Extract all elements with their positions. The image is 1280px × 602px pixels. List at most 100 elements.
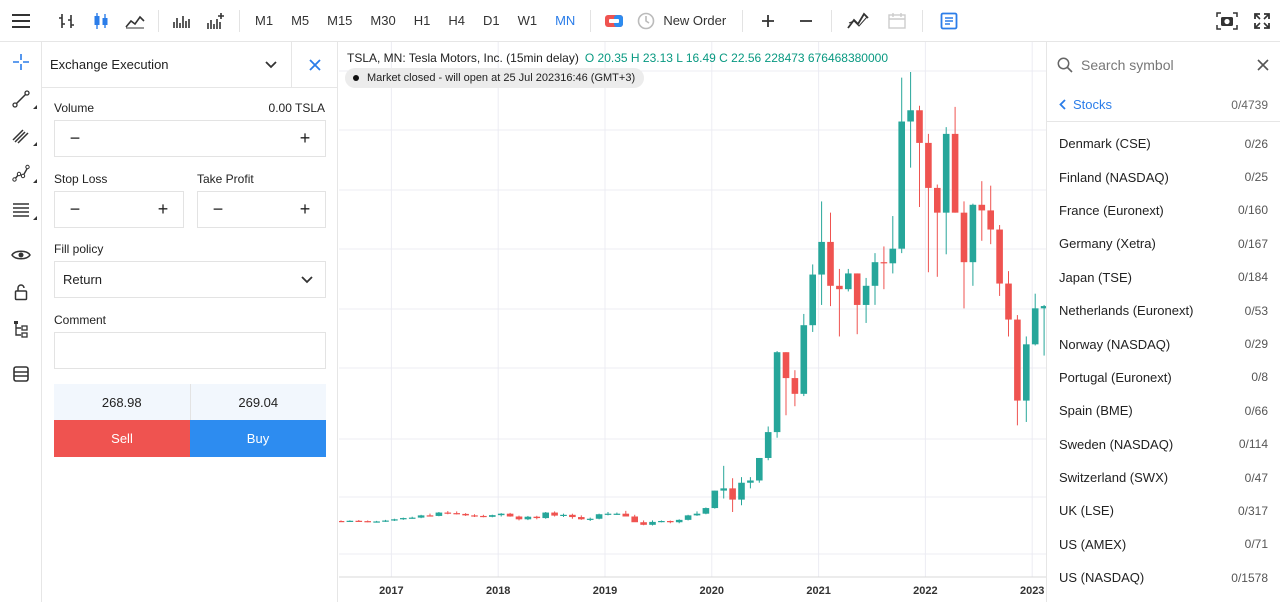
symbol-group-item[interactable]: Norway (NASDAQ) 0/29 — [1047, 327, 1280, 360]
stop-loss-increase-button[interactable]: + — [157, 199, 169, 219]
candle-body — [417, 515, 425, 518]
close-panel-button[interactable] — [291, 41, 337, 88]
symbol-group-count: 0/1578 — [1231, 570, 1268, 585]
candle-body — [622, 513, 630, 517]
timeframe-d1[interactable]: D1 — [482, 13, 500, 28]
indicators-icon[interactable] — [199, 0, 233, 42]
journal-icon[interactable] — [929, 0, 969, 42]
symbol-group-item[interactable]: US (AMEX) 0/71 — [1047, 528, 1280, 561]
back-to-categories-link[interactable]: Stocks — [1059, 97, 1112, 112]
candle-body — [845, 273, 852, 290]
layers-icon[interactable] — [0, 355, 42, 392]
symbol-group-item[interactable]: Germany (Xetra) 0/167 — [1047, 227, 1280, 260]
fill-policy-select[interactable]: Return — [54, 261, 326, 298]
candle-body — [373, 521, 380, 523]
symbol-group-item[interactable]: Portugal (Euronext) 0/8 — [1047, 361, 1280, 394]
volume-increase-button[interactable]: + — [299, 128, 311, 148]
candlestick-chart[interactable]: 20172018201920202021202220232024 — [339, 42, 1046, 602]
candle-body — [800, 325, 808, 394]
candle-body — [515, 516, 523, 520]
candle-body — [747, 480, 754, 483]
symbol-group-item[interactable]: Denmark (CSE) 0/26 — [1047, 127, 1280, 160]
candle-body — [818, 241, 825, 275]
candle-body — [871, 262, 879, 286]
crosshair-icon[interactable] — [0, 43, 42, 80]
symbol-search-input[interactable] — [1081, 57, 1241, 73]
symbol-group-count: 0/29 — [1244, 337, 1268, 352]
symbol-group-item[interactable]: Finland (NASDAQ) 0/25 — [1047, 160, 1280, 193]
symbol-group-item[interactable]: Spain (BME) 0/66 — [1047, 394, 1280, 427]
eye-icon[interactable] — [0, 236, 42, 273]
candle-body — [355, 520, 363, 522]
x-tick-label: 2017 — [379, 585, 403, 597]
fibonacci-icon[interactable] — [0, 191, 42, 228]
price-chart[interactable]: 20172018201920202021202220232024 TSLA, M… — [339, 42, 1046, 602]
volume-stepper[interactable]: − + — [54, 120, 326, 157]
symbol-group-item[interactable]: UK (LSE) 0/317 — [1047, 494, 1280, 527]
candle-body — [1023, 344, 1030, 401]
volume-decrease-button[interactable]: − — [69, 128, 81, 148]
symbol-group-item[interactable]: US (NASDAQ) 0/1578 — [1047, 561, 1280, 594]
objects-tree-icon[interactable] — [0, 310, 42, 347]
candle-body — [631, 516, 638, 523]
candle-body — [720, 488, 727, 491]
symbol-group-name: Norway (NASDAQ) — [1059, 336, 1171, 352]
candle-body — [889, 248, 897, 264]
toolbar-divider — [590, 9, 592, 32]
symbol-group-item[interactable]: Switzerland (SWX) 0/47 — [1047, 461, 1280, 494]
new-order-button[interactable]: New Order — [631, 0, 736, 42]
new-order-label: New Order — [663, 13, 727, 28]
timeframe-m1[interactable]: M1 — [255, 13, 274, 28]
line-chart-type-icon[interactable] — [118, 0, 152, 42]
channel-icon[interactable] — [0, 117, 42, 154]
buy-button[interactable]: Buy — [190, 420, 326, 457]
timeframe-h4[interactable]: H4 — [448, 13, 465, 28]
candle-body — [339, 520, 345, 523]
clear-search-button[interactable] — [1252, 54, 1274, 76]
take-profit-increase-button[interactable]: + — [299, 199, 311, 219]
candle-body — [346, 520, 354, 522]
execution-type-select[interactable]: Exchange Execution — [50, 57, 169, 72]
symbol-group-item[interactable]: Sweden (NASDAQ) 0/114 — [1047, 428, 1280, 461]
menu-icon[interactable] — [0, 0, 42, 42]
stop-loss-stepper[interactable]: − + — [54, 191, 184, 228]
take-profit-stepper[interactable]: − + — [197, 191, 326, 228]
symbol-group-item[interactable]: France (Euronext) 0/160 — [1047, 194, 1280, 227]
category-name: Stocks — [1073, 97, 1113, 112]
symbol-group-item[interactable]: Netherlands (Euronext) 0/53 — [1047, 294, 1280, 327]
timeframe-mn[interactable]: MN — [555, 13, 576, 28]
take-profit-decrease-button[interactable]: − — [212, 199, 224, 219]
timeframe-w1[interactable]: W1 — [517, 13, 538, 28]
polyline-icon[interactable] — [0, 154, 42, 191]
x-tick-label: 2022 — [913, 585, 937, 597]
candle-body — [391, 519, 398, 521]
take-profit-label: Take Profit — [197, 172, 254, 186]
candles-chart-type-icon[interactable] — [84, 0, 118, 42]
fullscreen-icon[interactable] — [1244, 0, 1280, 42]
stop-loss-decrease-button[interactable]: − — [69, 199, 81, 219]
sell-button[interactable]: Sell — [54, 420, 190, 457]
candle-body — [471, 515, 478, 517]
timeframe-m15[interactable]: M15 — [327, 13, 353, 28]
candle-body — [916, 110, 923, 143]
timeframe-m5[interactable]: M5 — [291, 13, 310, 28]
symbol-group-name: UK (LSE) — [1059, 503, 1114, 519]
chevron-down-icon[interactable] — [251, 42, 291, 88]
bar-chart-type-icon[interactable] — [50, 0, 84, 42]
symbol-group-item[interactable]: Japan (TSE) 0/184 — [1047, 261, 1280, 294]
one-click-trading-icon[interactable] — [597, 0, 631, 42]
market-status-text: Market closed - will open at 25 Jul 2023… — [367, 72, 636, 84]
comment-field[interactable] — [54, 332, 326, 369]
zoom-in-icon[interactable] — [749, 0, 787, 42]
indicator-line-icon[interactable] — [838, 0, 878, 42]
volume-bars-icon[interactable] — [165, 0, 199, 42]
calendar-icon[interactable] — [878, 0, 916, 42]
candle-body — [925, 142, 932, 188]
candle-body — [898, 121, 905, 249]
zoom-out-icon[interactable] — [787, 0, 825, 42]
timeframe-m30[interactable]: M30 — [370, 13, 396, 28]
trendline-icon[interactable] — [0, 80, 42, 117]
timeframe-h1[interactable]: H1 — [413, 13, 431, 28]
lock-icon[interactable] — [0, 273, 42, 310]
screenshot-icon[interactable] — [1210, 0, 1244, 42]
